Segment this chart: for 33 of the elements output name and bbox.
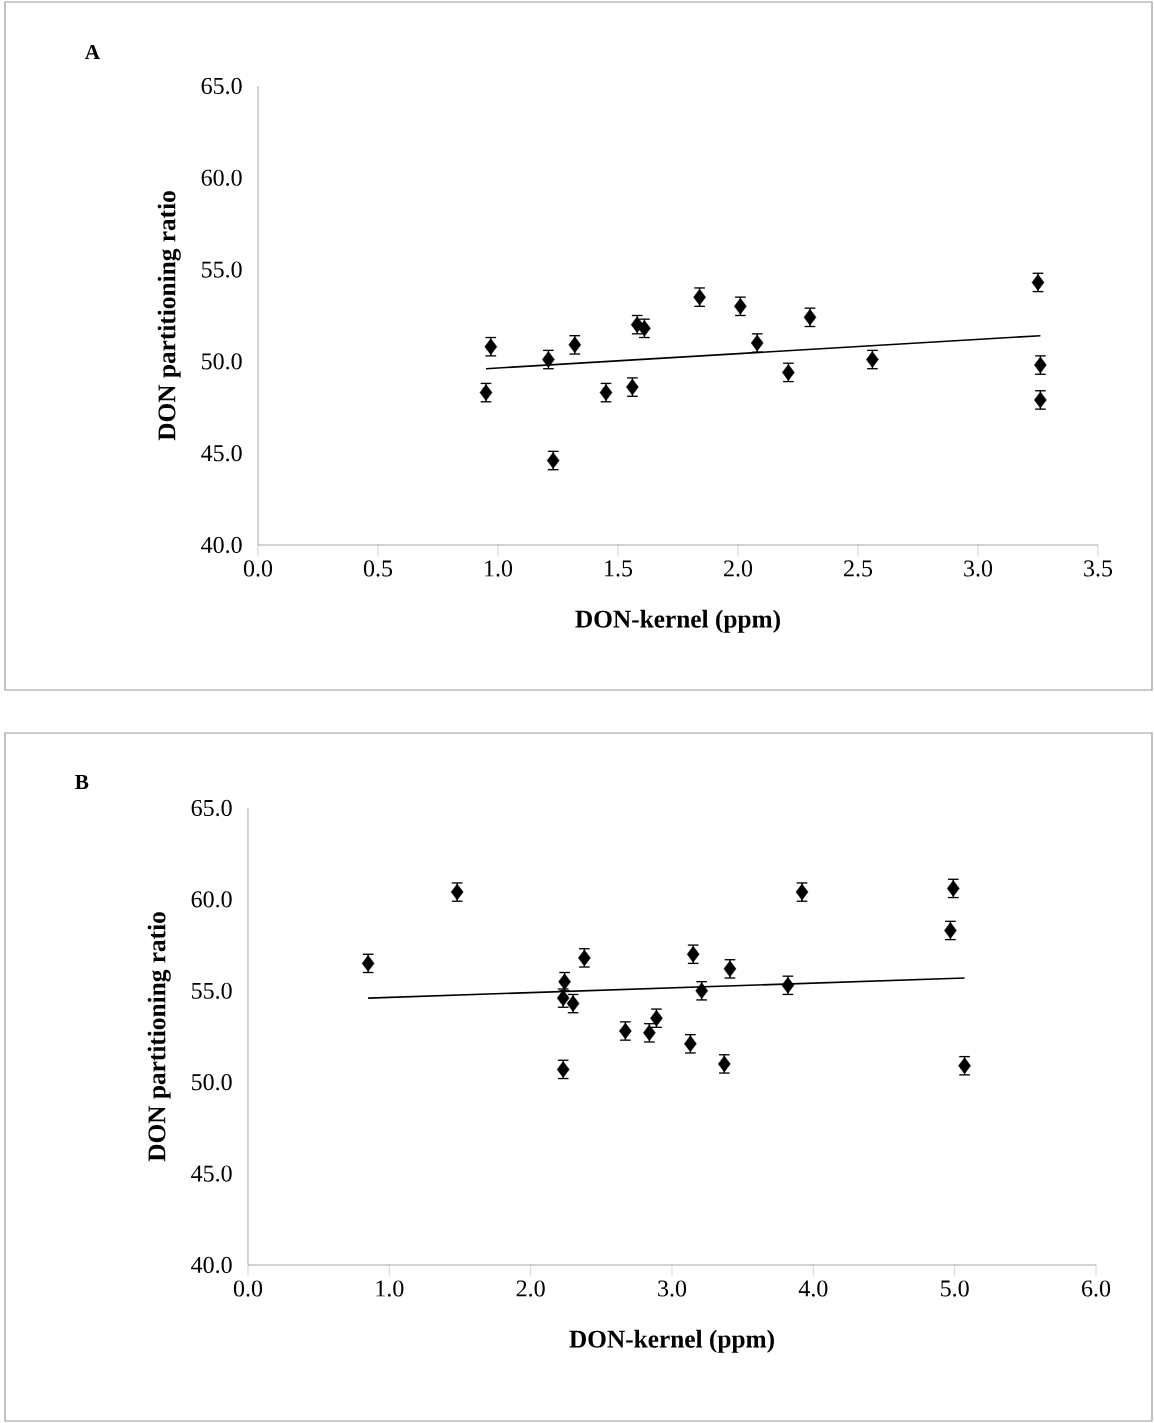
x-tick-label: 0.5 (363, 560, 393, 577)
y-tick-label: 40.0 (201, 536, 242, 554)
x-tick-label: 5.0 (941, 1280, 969, 1297)
chart-title: B (75, 774, 89, 790)
x-tick-label: 3.5 (1084, 560, 1113, 577)
y-tick-label: 55.0 (192, 982, 232, 999)
y-tick-label: 55.0 (202, 261, 242, 278)
x-tick-label: 2.0 (724, 560, 753, 577)
x-tick-label: 3.0 (658, 1280, 687, 1297)
y-tick-label: 50.0 (192, 1074, 232, 1091)
x-tick-label: 2.0 (516, 1280, 545, 1297)
y-tick-label: 50.0 (202, 353, 242, 370)
y-tick-label: 65.0 (201, 77, 242, 95)
x-tick-label: 0.0 (233, 1280, 263, 1297)
x-axis-title: DON-kernel (ppm) (575, 609, 780, 633)
x-tick-label: 3.0 (964, 560, 993, 577)
chart-title: A (84, 44, 100, 60)
y-tick-label: 40.0 (191, 1256, 232, 1274)
x-tick-label: 1.0 (376, 1280, 404, 1297)
y-tick-label: 60.0 (191, 891, 232, 908)
x-tick-label: 1.5 (605, 560, 633, 577)
y-axis-title: DON partitioning ratio (147, 912, 171, 1162)
x-tick-label: 0.0 (243, 560, 273, 577)
x-tick-label: 4.0 (798, 1280, 828, 1297)
x-axis-title: DON-kernel (ppm) (569, 1329, 774, 1353)
x-tick-label: 6.0 (1082, 1280, 1111, 1297)
x-tick-label: 2.5 (844, 560, 873, 577)
y-axis-title: DON partitioning ratio (157, 191, 181, 441)
y-tick-label: 65.0 (191, 799, 232, 817)
y-tick-label: 45.0 (191, 1165, 232, 1182)
y-tick-label: 45.0 (201, 445, 242, 462)
x-tick-label: 1.0 (485, 560, 513, 577)
y-tick-label: 60.0 (201, 169, 242, 186)
